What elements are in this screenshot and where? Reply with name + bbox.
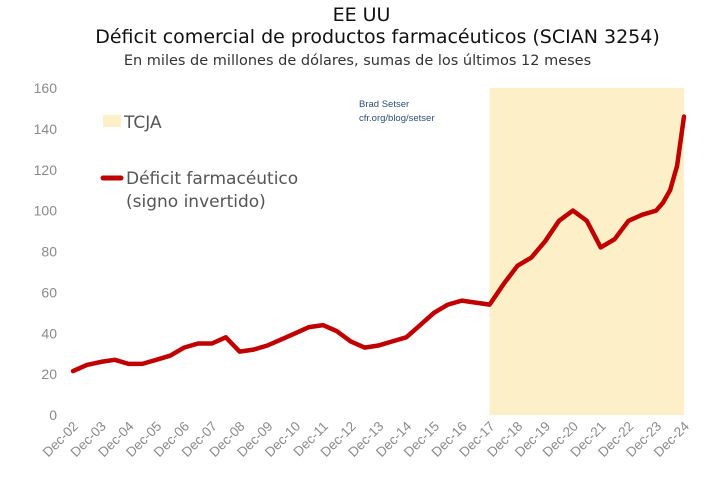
y-tick-label: 100 (34, 203, 58, 219)
credit-url: cfr.org/blog/setser (359, 113, 435, 124)
x-axis: Dec-02Dec-03Dec-04Dec-05Dec-06Dec-07Dec-… (40, 418, 693, 460)
y-tick-label: 20 (41, 366, 57, 382)
legend-swatch-tcja (103, 115, 121, 127)
legend-label-deficit: Déficit farmacéutico (126, 169, 298, 189)
y-tick-label: 0 (49, 407, 57, 423)
credit-author: Brad Setser (359, 99, 409, 110)
y-tick-label: 140 (34, 121, 58, 137)
y-tick-label: 60 (41, 284, 57, 300)
chart-title: EE UU (332, 4, 391, 26)
y-tick-label: 80 (41, 244, 57, 260)
y-tick-label: 160 (34, 80, 58, 96)
chart-units-note: En miles de millones de dólares, sumas d… (123, 53, 592, 69)
y-tick-label: 120 (34, 162, 58, 178)
y-axis: 0 20 40 60 80 100 120 140 160 (34, 80, 58, 423)
legend-label-tcja: TCJA (123, 113, 162, 133)
tcja-shaded-region (489, 88, 684, 415)
legend-label-deficit-note: (signo invertido) (126, 192, 266, 212)
legend: TCJA Déficit farmacéutico (signo inverti… (100, 113, 298, 212)
chart-subtitle: Déficit comercial de productos farmacéut… (95, 26, 660, 48)
y-tick-label: 40 (41, 325, 57, 341)
series-line-pharma-deficit (70, 114, 687, 374)
